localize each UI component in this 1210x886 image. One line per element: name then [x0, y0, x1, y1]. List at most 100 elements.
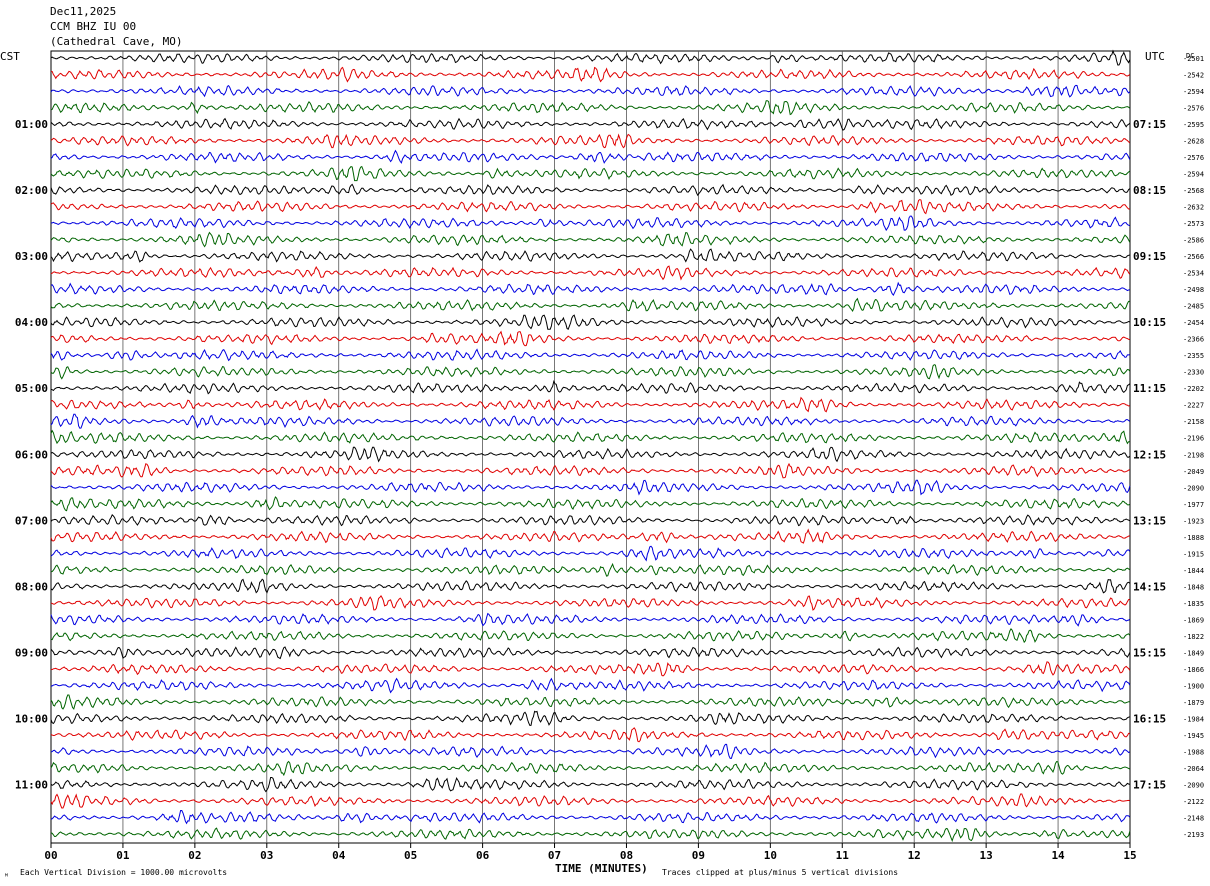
left-hour-label: 07:00 — [15, 514, 48, 527]
trace-line — [50, 314, 1130, 330]
header-channel: CCM BHZ IU 00 — [50, 20, 137, 33]
trace-line — [50, 149, 1131, 164]
dc-offset-label: -2148 — [1183, 814, 1204, 822]
dc-offset-label: -2064 — [1183, 765, 1204, 773]
corner-mark: ᴹ — [4, 872, 9, 881]
dc-offset-label: -2198 — [1183, 451, 1204, 459]
trace-line — [50, 413, 1131, 429]
trace-line — [50, 248, 1130, 263]
clip-note: Traces clipped at plus/minus 5 vertical … — [662, 868, 899, 877]
dc-offset-label: -2501 — [1183, 55, 1204, 63]
right-timezone-label: UTC — [1145, 50, 1165, 63]
right-hour-label: 16:15 — [1133, 712, 1166, 725]
dc-offset-label: -1915 — [1183, 550, 1204, 558]
trace-line — [50, 496, 1130, 512]
dc-offset-label: -1822 — [1183, 633, 1204, 641]
left-hour-label: 11:00 — [15, 778, 48, 791]
dc-offset-label: -1988 — [1183, 748, 1204, 756]
trace-line — [50, 297, 1130, 313]
right-hour-label: 11:15 — [1133, 382, 1166, 395]
trace-line — [50, 694, 1130, 710]
right-hour-label: 10:15 — [1133, 316, 1166, 329]
dc-offset-label: -2586 — [1183, 237, 1204, 245]
left-hour-label: 03:00 — [15, 250, 48, 263]
x-tick-label: 04 — [332, 849, 346, 862]
dc-offset-label: -1844 — [1183, 567, 1204, 575]
dc-offset-label: -2158 — [1183, 418, 1204, 426]
dc-offset-label: -2628 — [1183, 138, 1204, 146]
right-hour-label: 13:15 — [1133, 514, 1166, 527]
dc-offset-label: -2542 — [1183, 72, 1204, 80]
dc-offset-label: -1984 — [1183, 715, 1204, 723]
right-hour-label: 17:15 — [1133, 778, 1166, 791]
x-tick-label: 11 — [836, 849, 850, 862]
dc-offset-label: -2632 — [1183, 204, 1204, 212]
left-hour-label: 02:00 — [15, 184, 48, 197]
dc-offset-label: -1923 — [1183, 517, 1204, 525]
left-hour-label: 04:00 — [15, 316, 48, 329]
trace-line — [50, 66, 1131, 83]
trace-line — [50, 513, 1131, 527]
trace-line — [50, 777, 1130, 793]
dc-offset-label: -2594 — [1183, 171, 1204, 179]
trace-line — [50, 100, 1131, 116]
trace-line — [50, 462, 1130, 479]
trace-line — [50, 578, 1131, 594]
plot-frame — [50, 50, 1131, 844]
dc-offset-label: -2049 — [1183, 468, 1204, 476]
dc-offset-label: -1900 — [1183, 682, 1204, 690]
left-hour-label: 05:00 — [15, 382, 48, 395]
trace-line — [50, 364, 1131, 380]
dc-offset-label: -2202 — [1183, 385, 1204, 393]
dc-column-label: DC — [1186, 52, 1194, 60]
right-hour-label: 07:15 — [1133, 118, 1166, 131]
right-hour-label: 08:15 — [1133, 184, 1166, 197]
dc-offset-label: -2576 — [1183, 154, 1204, 162]
trace-line — [50, 646, 1131, 660]
trace-line — [50, 133, 1131, 149]
x-tick-label: 09 — [692, 849, 705, 862]
dc-offset-label: -1888 — [1183, 534, 1204, 542]
dc-offset-label: -1835 — [1183, 600, 1204, 608]
dc-offset-label: -2090 — [1183, 484, 1204, 492]
dc-offset-label: -1945 — [1183, 732, 1204, 740]
left-hour-label: 08:00 — [15, 580, 48, 593]
left-hour-label: 09:00 — [15, 646, 48, 659]
dc-offset-label: -2196 — [1183, 435, 1204, 443]
trace-line — [50, 117, 1131, 131]
dc-offset-label: -2498 — [1183, 286, 1204, 294]
trace-line — [50, 677, 1131, 694]
x-tick-label: 00 — [44, 849, 57, 862]
trace-line — [50, 760, 1131, 777]
trace-line — [50, 330, 1130, 347]
trace-line — [50, 479, 1131, 496]
trace-line — [50, 595, 1130, 611]
trace-line — [50, 165, 1131, 182]
header-date: Dec11,2025 — [50, 5, 117, 18]
dc-offset-label: -2534 — [1183, 270, 1204, 278]
x-tick-label: 14 — [1051, 849, 1065, 862]
x-tick-label: 07 — [548, 849, 561, 862]
x-tick-label: 01 — [116, 849, 130, 862]
trace-line — [50, 215, 1130, 232]
trace-line — [50, 231, 1131, 248]
x-tick-label: 10 — [764, 849, 777, 862]
trace-line — [50, 628, 1131, 644]
dc-offset-label: -2090 — [1183, 781, 1204, 789]
dc-offset-label: -2573 — [1183, 220, 1204, 228]
right-hour-label: 14:15 — [1133, 580, 1166, 593]
dc-offset-label: -2227 — [1183, 402, 1204, 410]
left-hour-label: 06:00 — [15, 448, 48, 461]
dc-offset-label: -1869 — [1183, 616, 1204, 624]
trace-line — [50, 545, 1131, 562]
dc-offset-label: -2566 — [1183, 253, 1204, 261]
trace-line — [50, 49, 1131, 66]
trace-line — [50, 710, 1130, 726]
dc-offset-label: -2355 — [1183, 352, 1204, 360]
trace-line — [50, 84, 1131, 98]
trace-line — [50, 743, 1131, 759]
dc-offset-label: -1848 — [1183, 583, 1204, 591]
trace-line — [50, 199, 1130, 215]
dc-offset-label: -2568 — [1183, 187, 1204, 195]
dc-offset-label: -2330 — [1183, 369, 1204, 377]
